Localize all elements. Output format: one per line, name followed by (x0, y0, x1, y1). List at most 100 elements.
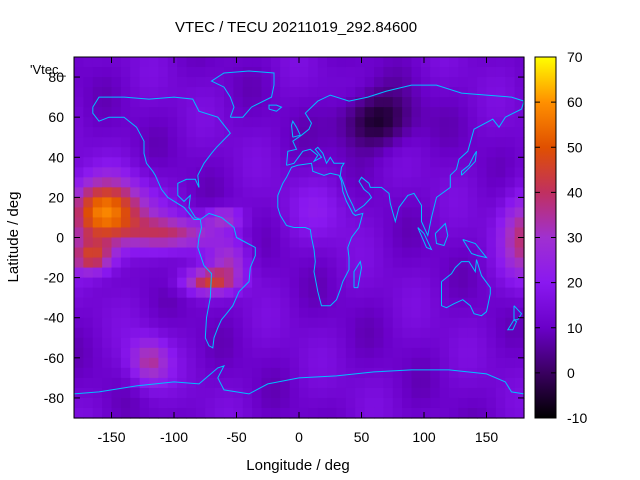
heatmap-cell (139, 247, 150, 259)
heatmap-cell (130, 157, 141, 168)
heatmap-cell (486, 207, 497, 219)
heatmap-cell (261, 187, 272, 198)
heatmap-cell (364, 147, 375, 158)
heatmap-cell (420, 167, 431, 178)
heatmap-cell (505, 227, 516, 239)
heatmap-cell (308, 397, 319, 409)
heatmap-cell (261, 387, 272, 399)
heatmap-cell (477, 387, 488, 399)
heatmap-cell (495, 97, 506, 108)
heatmap-cell (458, 207, 469, 219)
heatmap-cell (120, 117, 131, 128)
heatmap-cell (139, 97, 150, 108)
heatmap-cell (402, 367, 413, 379)
heatmap-cell (205, 277, 216, 289)
heatmap-cell (411, 157, 422, 168)
heatmap-cell (74, 167, 84, 178)
heatmap-cell (289, 237, 300, 249)
heatmap-cell (120, 287, 131, 299)
heatmap-cell (120, 317, 131, 329)
heatmap-cell (158, 357, 169, 369)
heatmap-cell (111, 147, 122, 158)
heatmap-cell (177, 297, 188, 309)
heatmap-cell (449, 347, 459, 359)
heatmap-cell (458, 307, 469, 319)
heatmap-cell (92, 107, 103, 118)
heatmap-cell (486, 177, 497, 188)
heatmap-cell (111, 77, 122, 88)
heatmap-cell (186, 107, 197, 118)
heatmap-cell (374, 237, 384, 249)
heatmap-cell (92, 397, 103, 409)
heatmap-cell (214, 217, 225, 229)
heatmap-cell (449, 167, 459, 178)
heatmap-cell (280, 357, 291, 369)
heatmap-cell (74, 367, 84, 379)
heatmap-cell (420, 307, 431, 319)
heatmap-cell (477, 317, 488, 329)
y-tick-label: -80 (44, 390, 64, 406)
heatmap-cell (364, 357, 375, 369)
heatmap-cell (270, 147, 281, 158)
heatmap-cell (139, 157, 150, 168)
heatmap-cell (327, 387, 338, 399)
heatmap-cell (430, 347, 441, 359)
heatmap-cell (83, 147, 94, 158)
heatmap-cell (477, 347, 488, 359)
heatmap-cell (299, 317, 309, 329)
heatmap-cell (336, 287, 347, 299)
heatmap-cell (233, 397, 244, 409)
heatmap-cell (224, 77, 234, 88)
heatmap-cell (402, 167, 413, 178)
heatmap-cell (402, 157, 413, 168)
heatmap-cell (139, 87, 150, 98)
heatmap-cell (149, 77, 159, 88)
heatmap-cell (130, 327, 141, 339)
heatmap-cell (327, 337, 338, 349)
heatmap-cell (299, 107, 309, 118)
heatmap-cell (270, 387, 281, 399)
heatmap-cell (130, 277, 141, 289)
heatmap-cell (402, 67, 413, 78)
heatmap-cell (280, 57, 291, 68)
heatmap-cell (514, 147, 525, 158)
heatmap-cell (74, 147, 84, 158)
heatmap-cell (252, 207, 263, 219)
heatmap-cell (505, 307, 516, 319)
heatmap-cell (514, 157, 525, 168)
coastline-segment (513, 305, 523, 321)
heatmap-cell (252, 357, 263, 369)
heatmap-cell (233, 167, 244, 178)
heatmap-cell (514, 197, 525, 209)
heatmap-cell (149, 347, 159, 359)
heatmap-cell (402, 297, 413, 309)
heatmap-cell (186, 347, 197, 359)
heatmap-cell (420, 317, 431, 329)
heatmap-cell (195, 367, 206, 379)
heatmap-cell (467, 317, 478, 329)
heatmap-cell (420, 87, 431, 98)
heatmap-cell (449, 177, 459, 188)
heatmap-cell (495, 307, 506, 319)
heatmap-cell (195, 197, 206, 209)
heatmap-cell (317, 67, 328, 78)
heatmap-cell (317, 357, 328, 369)
heatmap-cell (177, 257, 188, 269)
heatmap-cell (505, 207, 516, 219)
heatmap-cell (430, 107, 441, 118)
heatmap-cell (402, 227, 413, 239)
heatmap-cell (467, 177, 478, 188)
heatmap-cell (92, 187, 103, 198)
heatmap-cell (420, 407, 431, 419)
heatmap-cell (383, 107, 394, 118)
heatmap-cell (139, 257, 150, 269)
heatmap-cell (374, 347, 384, 359)
heatmap-cell (430, 127, 441, 138)
heatmap-cell (505, 197, 516, 209)
x-tick-label: 100 (412, 429, 436, 445)
heatmap-cell (486, 317, 497, 329)
heatmap-cell (280, 267, 291, 279)
heatmap-cell (299, 337, 309, 349)
heatmap-cell (242, 107, 253, 118)
heatmap-cell (374, 337, 384, 349)
